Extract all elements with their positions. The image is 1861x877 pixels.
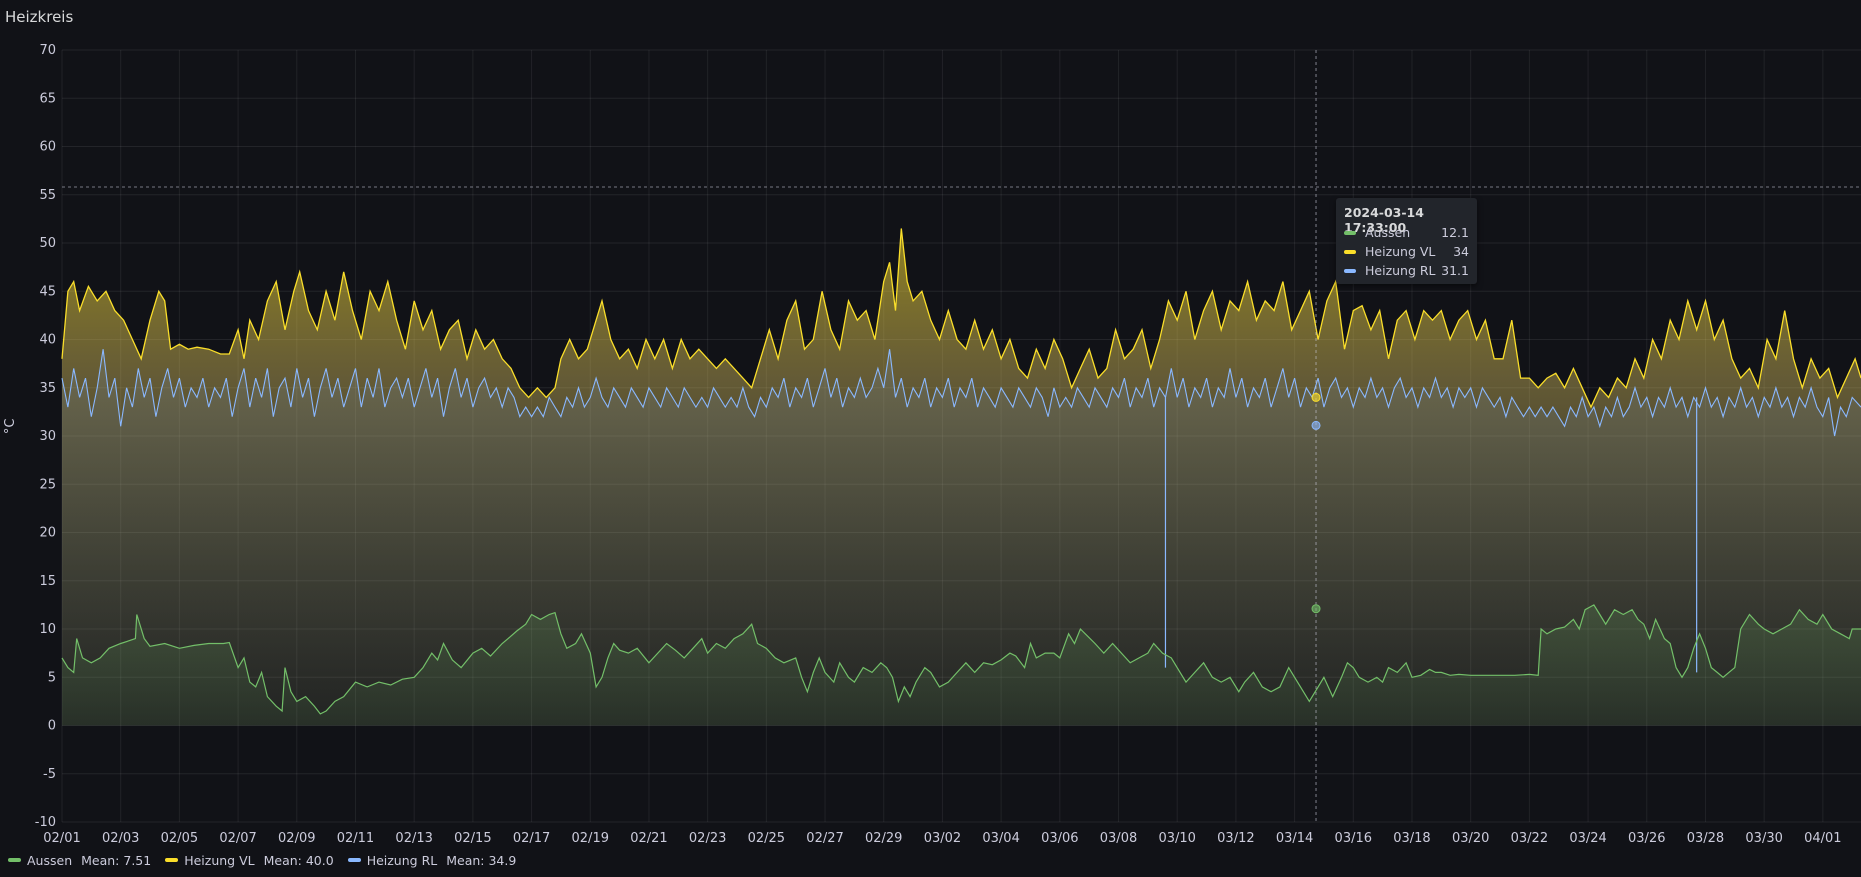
- x-tick-label: 02/17: [513, 831, 550, 846]
- y-tick-label: 55: [39, 188, 56, 203]
- tooltip-series-value: 12.1: [1441, 225, 1469, 240]
- tooltip-series-value: 34: [1453, 244, 1469, 259]
- x-tick-label: 02/19: [572, 831, 609, 846]
- x-tick-label: 02/11: [337, 831, 374, 846]
- x-tick-label: 03/26: [1628, 831, 1665, 846]
- y-tick-label: 45: [39, 284, 56, 299]
- x-tick-label: 02/09: [278, 831, 315, 846]
- heizung-rl-hover-point: [1311, 420, 1321, 430]
- x-tick-label: 02/05: [161, 831, 198, 846]
- y-tick-label: -10: [35, 815, 56, 830]
- aussen-line: [61, 604, 1861, 715]
- heizung-vl-hover-point: [1311, 392, 1321, 402]
- heizung-rl-line: [61, 349, 1861, 437]
- tooltip-swatch: [1344, 268, 1356, 273]
- tooltip-series-value: 31.1: [1441, 263, 1469, 278]
- x-tick-label: 03/22: [1511, 831, 1548, 846]
- x-tick-label: 04/01: [1804, 831, 1841, 846]
- x-tick-label: 03/14: [1276, 831, 1313, 846]
- x-tick-label: 02/23: [689, 831, 726, 846]
- tooltip-swatch: [1344, 249, 1356, 254]
- heizung-rl-area: [62, 349, 1861, 726]
- legend-item-aussen[interactable]: Aussen Mean: 7.51: [8, 853, 151, 868]
- x-tick-label: 02/21: [630, 831, 667, 846]
- tooltip-series-name: Aussen: [1365, 225, 1411, 240]
- legend-swatch: [165, 858, 179, 862]
- legend-mean: Mean: 7.51: [81, 852, 152, 868]
- y-tick-label: 60: [39, 140, 56, 155]
- legend-mean: Mean: 34.9: [446, 852, 517, 868]
- x-tick-label: 03/10: [1158, 831, 1195, 846]
- aussen-area: [62, 604, 1861, 726]
- legend-item-heizung-vl[interactable]: Heizung VL Mean: 40.0: [165, 852, 334, 868]
- y-tick-label: 20: [39, 526, 56, 541]
- x-tick-label: 02/03: [102, 831, 139, 846]
- legend-series-name: Heizung RL: [366, 852, 438, 868]
- y-tick-label: 50: [39, 236, 56, 251]
- legend-series-name: Aussen: [27, 852, 73, 868]
- y-tick-label: 0: [48, 719, 56, 734]
- tooltip-row: Heizung RL 31.1: [1344, 263, 1469, 278]
- tooltip-swatch: [1344, 230, 1356, 235]
- x-tick-label: 02/25: [748, 831, 785, 846]
- aussen-hover-point: [1311, 604, 1321, 614]
- tooltip-series-name: Heizung VL: [1365, 244, 1436, 259]
- legend-mean: Mean: 40.0: [263, 852, 334, 868]
- legend-series-name: Heizung VL: [184, 852, 255, 868]
- x-tick-label: 03/30: [1745, 831, 1782, 846]
- legend-swatch: [347, 858, 361, 862]
- y-tick-label: -5: [43, 767, 56, 782]
- y-tick-label: 30: [39, 429, 56, 444]
- y-tick-label: 25: [39, 477, 56, 492]
- panel-title[interactable]: Heizkreis: [5, 8, 74, 26]
- x-tick-label: 02/15: [454, 831, 491, 846]
- y-axis-label: °C: [3, 419, 18, 435]
- y-tick-label: 65: [39, 91, 56, 106]
- x-tick-label: 03/04: [982, 831, 1019, 846]
- heizung-vl-line: [61, 228, 1861, 409]
- hover-tooltip: 2024-03-14 17:33:00 Aussen 12.1 Heizung …: [1336, 198, 1477, 284]
- y-tick-label: 70: [39, 43, 56, 58]
- x-tick-label: 03/08: [1100, 831, 1137, 846]
- legend: Aussen Mean: 7.51 Heizung VL Mean: 40.0 …: [8, 851, 530, 869]
- x-tick-label: 03/16: [1335, 831, 1372, 846]
- x-tick-label: 02/13: [395, 831, 432, 846]
- x-tick-label: 03/20: [1452, 831, 1489, 846]
- y-tick-label: 35: [39, 381, 56, 396]
- y-tick-label: 10: [39, 622, 56, 637]
- x-tick-label: 03/24: [1569, 831, 1606, 846]
- y-tick-label: 5: [48, 670, 56, 685]
- x-tick-label: 02/29: [865, 831, 902, 846]
- x-tick-label: 02/01: [43, 831, 80, 846]
- y-tick-label: 40: [39, 333, 56, 348]
- x-tick-label: 03/12: [1217, 831, 1254, 846]
- x-tick-label: 03/06: [1041, 831, 1078, 846]
- tooltip-row: Heizung VL 34: [1344, 244, 1469, 259]
- tooltip-time: 2024-03-14 17:33:00: [1344, 205, 1424, 235]
- x-tick-label: 02/27: [806, 831, 843, 846]
- legend-swatch: [8, 858, 21, 862]
- y-tick-label: 15: [39, 574, 56, 589]
- x-tick-label: 02/07: [219, 831, 256, 846]
- tooltip-row: Aussen 12.1: [1344, 225, 1469, 240]
- x-tick-label: 03/18: [1393, 831, 1430, 846]
- tooltip-series-name: Heizung RL: [1365, 263, 1436, 278]
- x-tick-label: 03/28: [1687, 831, 1724, 846]
- legend-item-heizung-rl[interactable]: Heizung RL Mean: 34.9: [347, 852, 517, 868]
- x-tick-label: 03/02: [924, 831, 961, 846]
